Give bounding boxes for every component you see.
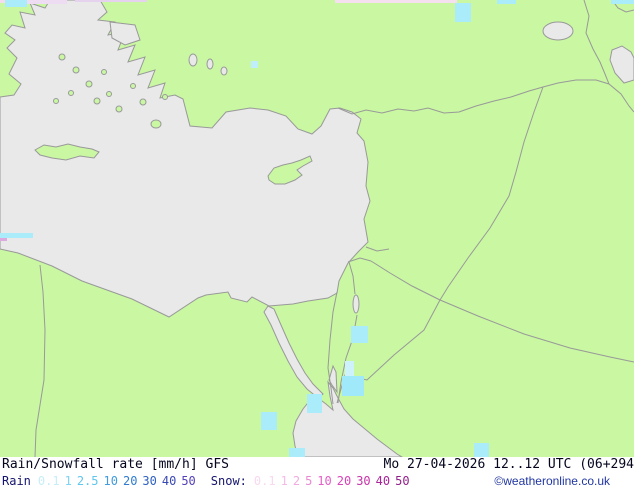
- precip-patch: [0, 0, 5, 3]
- aegean-islands: [53, 53, 168, 113]
- map-title: Rain/Snowfall rate [mm/h] GFS: [2, 457, 229, 472]
- precip-patch: [335, 0, 457, 3]
- scale-value: 2: [292, 474, 301, 488]
- mediterranean-sea: [0, 0, 371, 318]
- precip-patch: [289, 448, 305, 457]
- anatolia-lake-2: [206, 58, 214, 70]
- scale-value: 30: [356, 474, 371, 488]
- precipitation-layer: [0, 0, 634, 457]
- precip-patch: [27, 0, 67, 4]
- scale-value: 40: [161, 474, 177, 488]
- rain-scale-values: 0.1 1 2.5 10 20 30 40 50: [38, 474, 201, 488]
- crete-island: [34, 143, 100, 161]
- map-svg: [0, 0, 634, 457]
- precip-patch: [474, 443, 489, 457]
- scale-value: 0.1: [37, 474, 60, 488]
- scale-value: 10: [317, 474, 332, 488]
- snow-scale-values: 0.1 1 2 5 10 20 30 40 50: [254, 474, 415, 488]
- rain-scale-label: Rain: [2, 474, 31, 488]
- watermark: ©weatheronline.co.uk: [494, 474, 610, 488]
- scale-value: 50: [395, 474, 410, 488]
- precip-patch: [307, 394, 322, 413]
- caption-row-1: Rain/Snowfall rate [mm/h] GFS Mo 27-04-2…: [0, 457, 634, 473]
- lake-van: [542, 21, 574, 41]
- anatolia-lake-1: [188, 53, 198, 67]
- scale-value: 20: [122, 474, 138, 488]
- gulf-of-aqaba: [328, 364, 338, 394]
- precip-patch: [0, 238, 7, 241]
- scale-value: 20: [336, 474, 352, 488]
- precip-patch: [0, 233, 33, 238]
- precip-patch: [345, 361, 354, 377]
- snow-scale-label: Snow:: [210, 474, 247, 488]
- precip-patch: [261, 412, 277, 430]
- precip-patch: [342, 376, 364, 396]
- precip-patch: [497, 0, 516, 4]
- caption-row-2: Rain 0.1 1 2.5 10 20 30 40 50 Snow: 0.1 1 2 5 10 20 30 40…: [2, 473, 634, 490]
- precip-patch: [611, 0, 634, 4]
- dead-sea: [352, 294, 360, 314]
- scale-value: 50: [181, 474, 196, 488]
- scale-value: 1: [64, 474, 72, 488]
- cyprus-island: [267, 155, 313, 185]
- precip-patch: [455, 3, 471, 22]
- scale-value: 10: [103, 474, 118, 488]
- marmara-sea: [109, 21, 141, 46]
- scale-value: 5: [305, 474, 313, 488]
- map-area: [0, 0, 634, 457]
- precip-patch: [75, 0, 147, 2]
- scale-value: 30: [142, 474, 157, 488]
- precip-patch: [351, 326, 368, 343]
- scale-value: 1: [280, 474, 288, 488]
- rhodes-island: [150, 119, 162, 129]
- lake-urmia: [609, 45, 634, 84]
- precip-patch: [5, 0, 27, 7]
- precip-patch: [251, 61, 258, 68]
- caption-bar: Rain/Snowfall rate [mm/h] GFS Mo 27-04-2…: [0, 457, 634, 490]
- map-datetime: Mo 27-04-2026 12..12 UTC (06+294: [383, 457, 634, 472]
- scale-value: 2.5: [76, 474, 99, 488]
- scale-value: 0.1: [253, 474, 276, 488]
- scale-value: 40: [375, 474, 391, 488]
- anatolia-lake-3: [220, 66, 228, 76]
